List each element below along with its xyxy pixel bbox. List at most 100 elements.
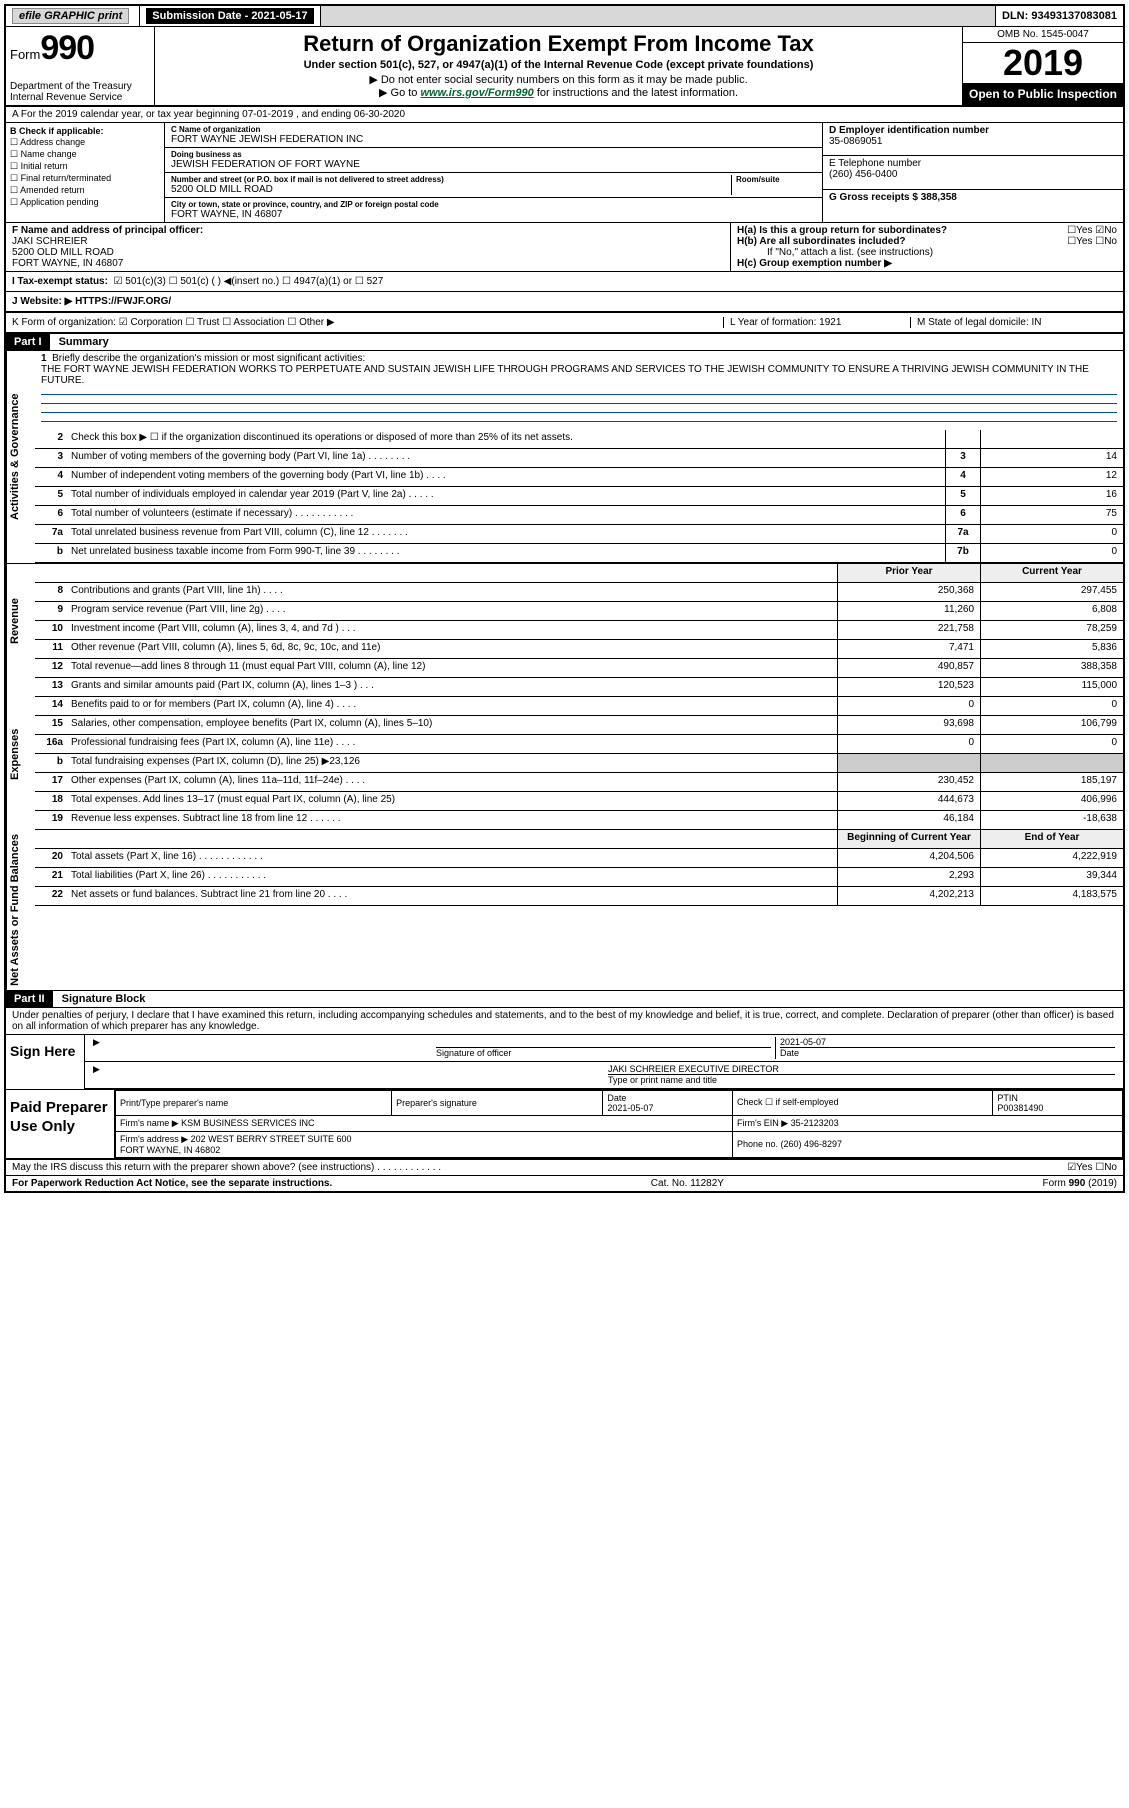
discuss-yn[interactable]: ☑Yes ☐No [1067,1162,1117,1173]
gov-line: 5Total number of individuals employed in… [35,487,1123,506]
na-head: Beginning of Current Year End of Year [35,830,1123,849]
prep-date: Date 2021-05-07 [603,1090,733,1115]
status-label: I Tax-exempt status: [12,276,108,287]
open-public-badge: Open to Public Inspection [963,83,1123,105]
data-line: bTotal fundraising expenses (Part IX, co… [35,754,1123,773]
gov-line: bNet unrelated business taxable income f… [35,544,1123,563]
mission-label: Briefly describe the organization's miss… [52,353,365,364]
chk-amended[interactable]: Amended return [10,185,160,196]
prep-sig-label: Preparer's signature [392,1090,603,1115]
footer-mid: Cat. No. 11282Y [651,1178,724,1189]
part2-title: Signature Block [56,993,146,1005]
dept-label: Department of the Treasury Internal Reve… [10,81,150,103]
rev-section: Revenue Prior Year Current Year 8Contrib… [6,563,1123,678]
ha-label: H(a) Is this a group return for subordin… [737,225,947,236]
data-line: 16aProfessional fundraising fees (Part I… [35,735,1123,754]
gov-content: 1 Briefly describe the organization's mi… [35,351,1123,563]
h-num [35,564,67,582]
exp-content: 13Grants and similar amounts paid (Part … [35,678,1123,830]
gov-line: 7aTotal unrelated business revenue from … [35,525,1123,544]
chk-initial[interactable]: Initial return [10,161,160,172]
officer-addr1: 5200 OLD MILL ROAD [12,247,114,258]
box-b-title: B Check if applicable: [10,126,160,136]
data-line: 18Total expenses. Add lines 13–17 (must … [35,792,1123,811]
ein-label: D Employer identification number [829,125,989,136]
form-number: Form990 [10,29,150,68]
mission-line: 1 Briefly describe the organization's mi… [35,351,1123,430]
sign-block: Sign Here ▶ Signature of officer 2021-05… [6,1034,1123,1089]
sig-row-2: ▶ JAKI SCHREIER EXECUTIVE DIRECTOR Type … [85,1062,1123,1089]
chk-name[interactable]: Name change [10,149,160,160]
chk-final[interactable]: Final return/terminated [10,173,160,184]
officer-name: JAKI SCHREIER [12,236,88,247]
data-line: 11Other revenue (Part VIII, column (A), … [35,640,1123,659]
k-form-org[interactable]: K Form of organization: ☑ Corporation ☐ … [12,317,723,328]
part2-label: Part II [6,991,53,1007]
prep-ptin: PTIN P00381490 [993,1090,1123,1115]
submission-cell: Submission Date - 2021-05-17 [140,6,320,26]
org-name-cell: C Name of organization FORT WAYNE JEWISH… [165,123,822,148]
discuss-row: May the IRS discuss this return with the… [6,1160,1123,1176]
sig-date: 2021-05-07 [780,1037,1115,1047]
irs-link[interactable]: www.irs.gov/Form990 [420,87,533,99]
form-word: Form [10,47,40,62]
hb-yn[interactable]: ☐Yes ☐No [1067,236,1117,247]
gov-line: 3Number of voting members of the governi… [35,449,1123,468]
prep-name-label: Print/Type preparer's name [116,1090,392,1115]
row-fh: F Name and address of principal officer:… [6,223,1123,272]
data-line: 14Benefits paid to or for members (Part … [35,697,1123,716]
topbar-spacer [321,6,996,26]
phone-value: (260) 456-0400 [829,169,1117,180]
chk-address[interactable]: Address change [10,137,160,148]
ein-cell: D Employer identification number 35-0869… [823,123,1123,156]
hb-note: If "No," attach a list. (see instruction… [737,247,1117,258]
firm-name: Firm's name ▶ KSM BUSINESS SERVICES INC [116,1115,733,1131]
header-left: Form990 Department of the Treasury Inter… [6,27,155,105]
box-h: H(a) Is this a group return for subordin… [731,223,1123,271]
footer-left: For Paperwork Reduction Act Notice, see … [12,1178,332,1189]
row-j: J Website: ▶ HTTPS://FWJF.ORG/ [6,292,1123,313]
nah-txt [67,830,837,848]
data-line: 15Salaries, other compensation, employee… [35,716,1123,735]
signer-name: JAKI SCHREIER EXECUTIVE DIRECTOR [608,1064,1115,1074]
data-line: 8Contributions and grants (Part VIII, li… [35,583,1123,602]
nah-cy: End of Year [980,830,1123,848]
data-line: 22Net assets or fund balances. Subtract … [35,887,1123,906]
prep-row-1: Print/Type preparer's name Preparer's si… [116,1090,1123,1115]
mission-num: 1 [41,353,47,364]
gross-cell: G Gross receipts $ 388,358 [823,190,1123,222]
subtitle-3: ▶ Go to www.irs.gov/Form990 for instruct… [161,86,956,99]
box-defg: D Employer identification number 35-0869… [823,123,1123,222]
ha-yn[interactable]: ☐Yes ☑No [1067,225,1117,236]
part1-title: Summary [53,336,109,348]
org-name: FORT WAYNE JEWISH FEDERATION INC [171,134,816,145]
footer: For Paperwork Reduction Act Notice, see … [6,1176,1123,1191]
prep-selfemp[interactable]: Check ☐ if self-employed [732,1090,992,1115]
k-state: M State of legal domicile: IN [910,317,1117,328]
exp-section: Expenses 13Grants and similar amounts pa… [6,678,1123,830]
row-i: I Tax-exempt status: ☑ 501(c)(3) ☐ 501(c… [6,272,1123,292]
header-mid: Return of Organization Exempt From Incom… [155,27,963,105]
hc-label: H(c) Group exemption number ▶ [737,258,892,269]
city-value: FORT WAYNE, IN 46807 [171,209,816,220]
preparer-mid: Print/Type preparer's name Preparer's si… [115,1090,1123,1158]
row-k: K Form of organization: ☑ Corporation ☐ … [6,313,1123,334]
omb-number: OMB No. 1545-0047 [963,27,1123,43]
gov-section: Activities & Governance 1 Briefly descri… [6,351,1123,563]
chk-pending[interactable]: Application pending [10,197,160,208]
declaration: Under penalties of perjury, I declare th… [6,1008,1123,1034]
pycy-head: Prior Year Current Year [35,564,1123,583]
nah-py: Beginning of Current Year [837,830,980,848]
efile-button[interactable]: efile GRAPHIC print [12,8,129,24]
status-opts[interactable]: ☑ 501(c)(3) ☐ 501(c) ( ) ◀(insert no.) ☐… [114,276,384,287]
data-line: 19Revenue less expenses. Subtract line 1… [35,811,1123,830]
rule4 [41,419,1117,422]
website-label[interactable]: J Website: ▶ HTTPS://FWJF.ORG/ [12,296,171,307]
data-line: 10Investment income (Part VIII, column (… [35,621,1123,640]
room-label: Room/suite [736,175,816,184]
org-name-label: C Name of organization [171,125,816,134]
officer-label: F Name and address of principal officer: [12,225,203,236]
top-bar: efile GRAPHIC print Submission Date - 20… [6,6,1123,27]
data-line: 17Other expenses (Part IX, column (A), l… [35,773,1123,792]
gov-line: 6Total number of volunteers (estimate if… [35,506,1123,525]
